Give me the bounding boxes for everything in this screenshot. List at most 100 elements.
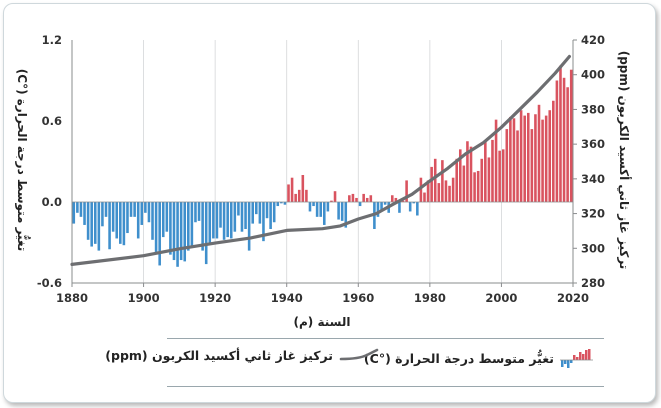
temp-bar-1880 bbox=[72, 202, 76, 224]
tick-labels: 1880 1900 1920 1940 1960 1980 2000 2020 1.2 0.6 0.… bbox=[37, 33, 605, 305]
y-right-tick-label-3: 360 bbox=[581, 137, 605, 151]
temp-bar-1890 bbox=[108, 202, 111, 250]
x-tick-label-1900: 1900 bbox=[128, 291, 160, 305]
temp-bar-1928 bbox=[244, 202, 247, 229]
temp-bar-1966 bbox=[380, 202, 383, 211]
temp-bar-1907 bbox=[169, 202, 172, 255]
temp-bar-2008 bbox=[530, 129, 534, 202]
temp-bar-1901 bbox=[147, 202, 151, 223]
temp-bar-1961 bbox=[362, 193, 365, 202]
temp-bar-1913 bbox=[190, 202, 194, 248]
temp-bar-1882 bbox=[79, 202, 83, 217]
temp-bar-1933 bbox=[262, 202, 265, 242]
temp-bar-1998 bbox=[494, 119, 498, 202]
temp-bar-2006 bbox=[523, 115, 526, 202]
temp-bar-2019 bbox=[569, 69, 573, 202]
co2-line-icon bbox=[339, 348, 379, 361]
temp-bar-1881 bbox=[76, 202, 79, 213]
x-tick-label-1940: 1940 bbox=[271, 291, 303, 305]
temp-bar-2015 bbox=[555, 80, 559, 202]
temp-bar-2004 bbox=[516, 130, 519, 202]
temp-bar-1899 bbox=[140, 202, 144, 225]
temp-bar-1883 bbox=[83, 202, 86, 225]
temp-bar-2009 bbox=[534, 114, 537, 202]
temp-bar-1983 bbox=[441, 160, 444, 202]
temp-bar-1981 bbox=[433, 158, 437, 202]
temp-bar-1932 bbox=[258, 202, 262, 224]
x-tick-label-2020: 2020 bbox=[557, 291, 589, 305]
temp-bar-1891 bbox=[111, 202, 115, 232]
temp-bar-1893 bbox=[119, 202, 122, 244]
temp-bar-1934 bbox=[265, 202, 269, 219]
temp-bar-1906 bbox=[165, 202, 169, 232]
temp-bar-1904 bbox=[158, 202, 161, 266]
y-left-tick-label-0: 1.2 bbox=[42, 33, 62, 47]
temp-bar-1987 bbox=[455, 158, 458, 202]
x-tick-label-1920: 1920 bbox=[199, 291, 231, 305]
temp-bar-1971 bbox=[398, 202, 401, 213]
temp-bar-1946 bbox=[308, 202, 312, 212]
temp-bar-2005 bbox=[519, 110, 523, 202]
temp-bar-1900 bbox=[144, 202, 147, 213]
temp-bar-1895 bbox=[126, 202, 129, 234]
temp-bar-1978 bbox=[423, 192, 426, 202]
temp-bar-1944 bbox=[301, 175, 305, 202]
temp-bar-1950 bbox=[323, 202, 326, 225]
temp-bar-2018 bbox=[566, 87, 569, 202]
temp-bar-1885 bbox=[90, 202, 93, 247]
temperature-bars-icon bbox=[560, 349, 593, 368]
temp-bar-1990 bbox=[466, 141, 469, 202]
y-right-tick-label-7: 280 bbox=[581, 276, 605, 290]
y-left-tick-label-3: -0.6 bbox=[37, 276, 62, 290]
legend-co2-label: تركيز غاز ثاني أكسيد الكربون (ppm) bbox=[105, 347, 333, 363]
temp-bar-1923 bbox=[226, 202, 229, 238]
temp-bar-1994 bbox=[480, 158, 484, 202]
temp-bar-1989 bbox=[462, 165, 466, 202]
temp-bar-1948 bbox=[315, 202, 319, 217]
temp-bar-1991 bbox=[469, 146, 473, 202]
x-tick-label-2000: 2000 bbox=[485, 291, 517, 305]
y-left-tick-label-1: 0.6 bbox=[42, 114, 62, 128]
co2-line bbox=[70, 54, 571, 266]
temp-bar-1954 bbox=[337, 202, 340, 220]
temp-bar-1905 bbox=[161, 202, 165, 238]
temp-bar-1897 bbox=[133, 202, 136, 217]
temp-bar-1992 bbox=[473, 172, 476, 202]
x-tick-label-1980: 1980 bbox=[414, 291, 446, 305]
temp-bar-1962 bbox=[365, 197, 369, 202]
temp-bar-1930 bbox=[251, 202, 255, 224]
y-right-tick-label-4: 340 bbox=[581, 172, 605, 186]
temp-bar-1953 bbox=[333, 191, 337, 202]
temp-bar-1889 bbox=[104, 202, 108, 217]
temp-bar-2011 bbox=[541, 119, 544, 202]
temp-bar-1888 bbox=[101, 202, 104, 227]
temp-bar-1910 bbox=[179, 202, 183, 261]
temp-bar-1951 bbox=[326, 202, 330, 212]
legend-item-co2: تركيز غاز ثاني أكسيد الكربون (ppm) bbox=[105, 347, 379, 363]
temp-bar-1982 bbox=[437, 183, 441, 202]
temp-bar-1929 bbox=[247, 202, 251, 251]
temp-bar-1955 bbox=[340, 202, 344, 221]
temp-bar-1931 bbox=[255, 202, 258, 215]
temp-bar-1970 bbox=[394, 197, 398, 202]
temp-bar-1993 bbox=[476, 170, 480, 202]
temp-bar-2014 bbox=[552, 100, 555, 202]
temp-bar-1903 bbox=[154, 202, 158, 252]
temp-bar-1959 bbox=[355, 197, 358, 202]
temp-bar-1908 bbox=[172, 202, 176, 261]
temp-bar-1958 bbox=[351, 193, 355, 202]
temp-bar-1884 bbox=[86, 202, 90, 240]
temp-bar-1952 bbox=[330, 200, 333, 202]
y-right-tick-label-0: 420 bbox=[581, 33, 605, 47]
temp-bar-1886 bbox=[93, 202, 97, 244]
temp-bar-1938 bbox=[280, 202, 283, 204]
temp-bar-1967 bbox=[383, 202, 387, 205]
temp-bar-1919 bbox=[212, 202, 215, 239]
temp-bar-2012 bbox=[544, 115, 548, 202]
temp-bar-1909 bbox=[176, 202, 179, 267]
temp-bar-2002 bbox=[509, 116, 512, 202]
temp-bar-1915 bbox=[197, 202, 201, 221]
x-axis-title: السنة (م) bbox=[294, 315, 351, 330]
temp-bar-1921 bbox=[219, 202, 222, 228]
temp-bar-1996 bbox=[487, 157, 491, 202]
